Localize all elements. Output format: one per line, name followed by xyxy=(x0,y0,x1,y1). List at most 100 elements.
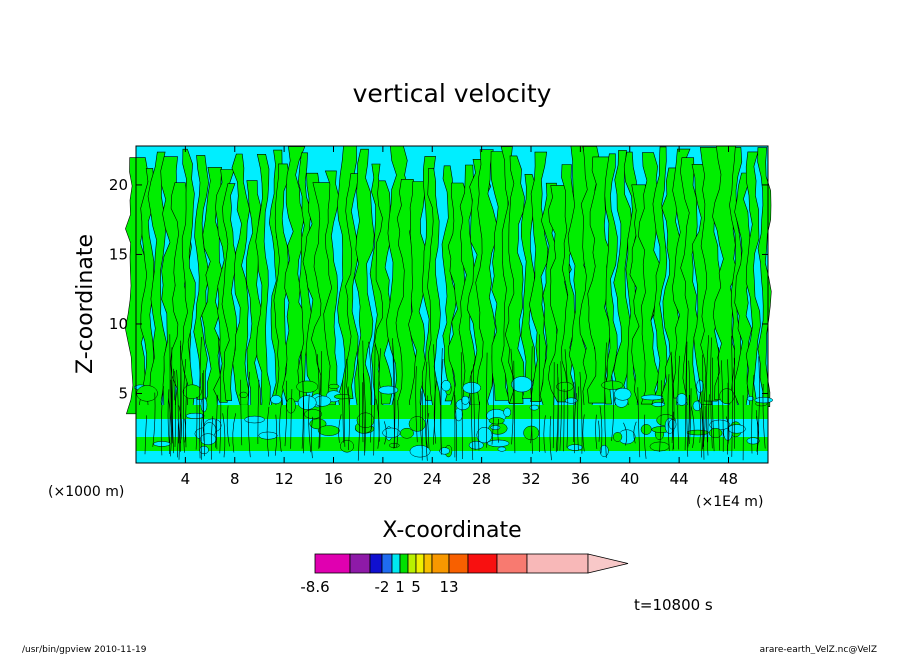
contour-line xyxy=(686,341,689,457)
contour-line xyxy=(375,398,380,449)
plot-frame xyxy=(135,145,769,464)
eddy-blob xyxy=(239,391,248,399)
contour-line xyxy=(378,348,381,442)
eddy-blob xyxy=(640,394,664,401)
updraft-plume xyxy=(504,155,525,405)
contour-line xyxy=(711,357,715,452)
colorbar-arrow xyxy=(587,553,629,574)
eddy-blob xyxy=(333,393,351,400)
y-axis: 5 10 15 20 xyxy=(109,176,768,402)
contour-line xyxy=(559,361,562,451)
contour-line xyxy=(670,351,673,444)
contour-line xyxy=(611,375,614,442)
eddy-blob xyxy=(676,393,688,406)
eddy-blob xyxy=(497,446,507,452)
contour-line xyxy=(384,421,387,445)
contour-line xyxy=(667,374,670,451)
y-tick-label: 20 xyxy=(109,176,128,194)
contour-line xyxy=(319,351,322,448)
contour-line xyxy=(557,377,559,451)
eddy-blob xyxy=(708,428,723,439)
eddy-blob xyxy=(439,447,450,455)
contour-line xyxy=(338,414,342,443)
contour-line xyxy=(274,414,277,456)
colorbar-segment xyxy=(349,553,371,574)
contour-line xyxy=(707,394,710,443)
contour-line xyxy=(690,406,695,448)
eddy-blob xyxy=(409,445,431,458)
y-axis-label: Z-coordinate xyxy=(73,234,98,374)
contour-line xyxy=(598,420,600,442)
contour-line xyxy=(200,414,203,460)
x-unit-left: (×1000 m) xyxy=(48,484,124,500)
eddy-blob xyxy=(304,409,323,419)
contour-line xyxy=(310,416,313,459)
eddy-blob xyxy=(270,395,282,405)
eddy-blob xyxy=(297,395,317,410)
contour-line xyxy=(659,380,662,452)
contour-line xyxy=(751,374,755,454)
contour-line xyxy=(721,360,724,452)
eddy-blob xyxy=(244,415,265,424)
x-tick-label: 16 xyxy=(324,470,343,488)
contour-line xyxy=(573,381,575,443)
colorbar-label: -2 xyxy=(375,578,390,596)
contour-line xyxy=(677,355,680,450)
contour-line xyxy=(563,388,565,452)
contour-line xyxy=(199,336,202,459)
x-tick-label: 24 xyxy=(423,470,442,488)
contour-line xyxy=(266,406,270,457)
colorbar-segment xyxy=(381,553,393,574)
eddy-blob xyxy=(182,384,202,399)
colorbar-segment xyxy=(369,553,383,574)
contour-line xyxy=(363,373,366,453)
chart-title: vertical velocity xyxy=(353,79,552,108)
contour-line xyxy=(316,354,320,449)
contour-line xyxy=(643,414,647,459)
plot-area xyxy=(124,145,773,464)
contour-line xyxy=(513,360,516,454)
contour-line xyxy=(415,366,418,443)
contour-line xyxy=(185,382,188,448)
eddy-blob xyxy=(488,417,505,425)
contour-line xyxy=(579,371,583,454)
x-axis: 4 8 12 16 20 24 28 32 36 40 44 48 xyxy=(181,146,738,488)
eddy-blob xyxy=(564,397,578,404)
contour-line xyxy=(604,342,607,458)
contour-line xyxy=(247,371,251,458)
x-tick-label: 8 xyxy=(230,470,240,488)
contour-line xyxy=(144,415,147,455)
colorbar-segment xyxy=(399,553,409,574)
contour-line xyxy=(176,369,179,458)
eddy-blob xyxy=(258,431,278,440)
velocity-field xyxy=(124,145,773,458)
contour-line xyxy=(702,354,705,460)
contour-line xyxy=(362,340,365,456)
contour-line xyxy=(473,364,476,451)
contour-line xyxy=(454,394,457,462)
contour-line xyxy=(637,387,641,458)
updraft-plume xyxy=(323,170,340,406)
green-band-low xyxy=(136,437,768,451)
x-tick-label: 32 xyxy=(521,470,540,488)
footer-right: arare-earth_VelZ.nc@VelZ xyxy=(760,645,877,654)
contour-line xyxy=(510,348,514,445)
contour-line xyxy=(362,382,364,443)
cyan-band xyxy=(136,419,768,437)
contour-line xyxy=(217,335,222,454)
x-tick-label: 36 xyxy=(571,470,590,488)
contour-line xyxy=(210,416,214,460)
colorbar-label: 1 xyxy=(395,578,405,596)
contour-line xyxy=(573,393,577,454)
colorbar-segment xyxy=(314,553,351,574)
contour-line xyxy=(706,335,709,456)
eddy-blob xyxy=(640,424,652,435)
contour-line xyxy=(454,390,456,458)
colorbar-label: 13 xyxy=(439,578,458,596)
eddy-blob xyxy=(613,387,632,401)
eddy-blob xyxy=(200,397,208,413)
colorbar: -8.6 -2 1 5 13 xyxy=(300,553,629,596)
contour-line xyxy=(687,394,690,448)
eddy-blob xyxy=(503,407,512,417)
